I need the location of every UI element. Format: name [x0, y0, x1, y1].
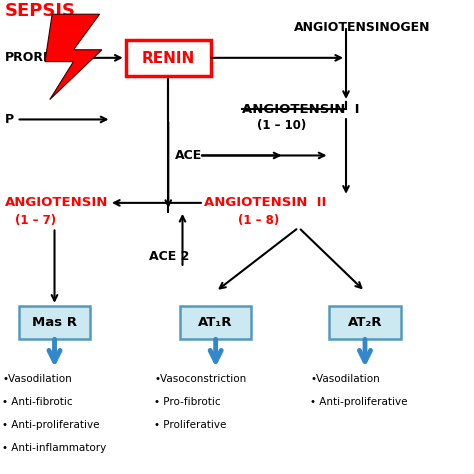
FancyBboxPatch shape — [126, 40, 211, 76]
Text: •Vasodilation: •Vasodilation — [2, 374, 72, 384]
Text: AT₁R: AT₁R — [199, 316, 233, 329]
Text: (1 – 7): (1 – 7) — [15, 214, 56, 227]
Text: • Pro-fibrotic: • Pro-fibrotic — [154, 397, 221, 407]
Text: •Vasoconstriction: •Vasoconstriction — [154, 374, 246, 384]
Text: ACE 2: ACE 2 — [149, 250, 190, 264]
Text: (1 – 10): (1 – 10) — [257, 119, 307, 132]
FancyBboxPatch shape — [180, 306, 251, 339]
Text: ANGIOTENSIN  I: ANGIOTENSIN I — [242, 102, 359, 116]
FancyBboxPatch shape — [329, 306, 401, 339]
Text: • Anti-fibrotic: • Anti-fibrotic — [2, 397, 73, 407]
Text: ANGIOTENSIN  II: ANGIOTENSIN II — [204, 196, 326, 210]
Text: Mas R: Mas R — [32, 316, 77, 329]
Text: RENIN: RENIN — [142, 51, 195, 65]
Text: ANGIOTENSINOGEN: ANGIOTENSINOGEN — [294, 21, 430, 34]
Text: •Vasodilation: •Vasodilation — [310, 374, 380, 384]
Polygon shape — [45, 14, 102, 100]
Text: (1 – 8): (1 – 8) — [237, 214, 279, 227]
FancyBboxPatch shape — [19, 306, 90, 339]
Text: • Anti-inflammatory: • Anti-inflammatory — [2, 443, 107, 453]
Text: SEPSIS: SEPSIS — [5, 2, 76, 20]
Text: ACE: ACE — [175, 149, 202, 162]
Text: • Anti-proliferative: • Anti-proliferative — [2, 420, 100, 430]
Text: P: P — [5, 113, 14, 126]
Text: • Proliferative: • Proliferative — [154, 420, 227, 430]
Text: PRORENIN: PRORENIN — [5, 51, 77, 64]
Text: • Anti-proliferative: • Anti-proliferative — [310, 397, 408, 407]
Text: AT₂R: AT₂R — [348, 316, 382, 329]
Text: ANGIOTENSIN: ANGIOTENSIN — [5, 196, 108, 210]
